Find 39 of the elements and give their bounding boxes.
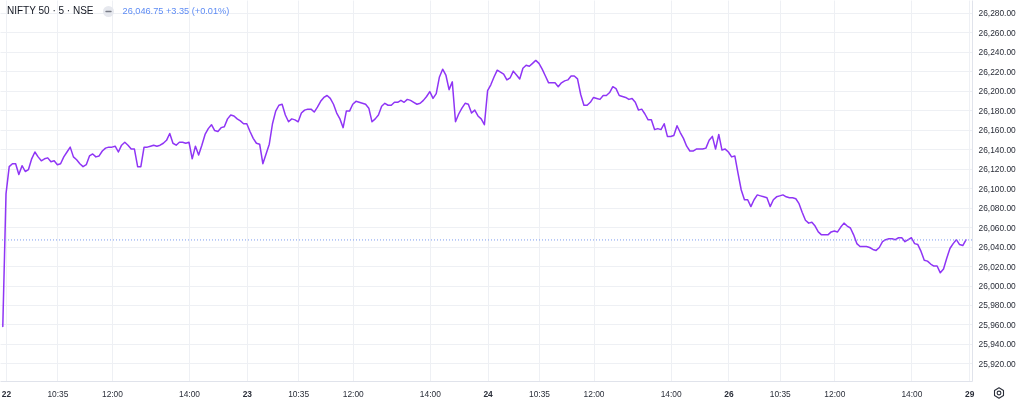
line-series bbox=[2, 59, 967, 328]
y-tick-label: 25,920.00 bbox=[978, 358, 1017, 369]
y-tick-label: 26,040.00 bbox=[978, 242, 1017, 253]
x-tick-label: 12:00 bbox=[101, 388, 124, 399]
x-tick-label: 12:00 bbox=[824, 388, 846, 399]
y-tick-label: 26,000.00 bbox=[978, 281, 1017, 292]
x-tick-label: 14:00 bbox=[660, 388, 682, 399]
y-tick-label: 26,100.00 bbox=[978, 183, 1017, 194]
y-tick-label: 26,240.00 bbox=[978, 47, 1017, 58]
y-tick-label: 26,060.00 bbox=[978, 222, 1017, 233]
x-tick-label: 12:00 bbox=[342, 388, 365, 399]
y-tick-label: 26,220.00 bbox=[978, 66, 1017, 77]
x-tick-label: 14:00 bbox=[419, 388, 442, 399]
x-tick-label: 14:00 bbox=[901, 388, 923, 399]
y-tick-label: 25,960.00 bbox=[978, 319, 1017, 330]
y-tick-label: 26,180.00 bbox=[978, 105, 1017, 116]
x-tick-label: 10:35 bbox=[288, 388, 310, 399]
y-tick-label: 26,260.00 bbox=[978, 27, 1017, 38]
y-tick-label: 26,080.00 bbox=[978, 203, 1017, 214]
y-tick-label: 26,120.00 bbox=[978, 164, 1017, 175]
x-tick-label: 22 bbox=[1, 388, 12, 399]
y-tick-label: 25,980.00 bbox=[978, 300, 1017, 311]
x-tick-label: 24 bbox=[483, 388, 494, 399]
x-tick-label: 12:00 bbox=[583, 388, 605, 399]
text: 26,046.75 +3.35 (+0.01%) bbox=[122, 5, 230, 18]
x-tick-label: 26 bbox=[724, 388, 734, 399]
y-tick-label: 26,160.00 bbox=[978, 125, 1017, 136]
chart-title: NIFTY 50 · 5 · NSE bbox=[7, 4, 94, 18]
y-tick-label: 25,940.00 bbox=[978, 339, 1017, 350]
x-tick-label: 29 bbox=[965, 388, 975, 399]
x-tick-label: 23 bbox=[242, 388, 253, 399]
y-tick-label: 26,280.00 bbox=[978, 8, 1017, 19]
x-tick-label: 10:35 bbox=[47, 388, 69, 399]
x-tick-label: 14:00 bbox=[179, 388, 201, 399]
x-tick-label: 10:35 bbox=[528, 388, 551, 399]
y-tick-label: 26,020.00 bbox=[978, 261, 1017, 272]
y-tick-label: 26,200.00 bbox=[978, 86, 1017, 97]
y-tick-label: 26,140.00 bbox=[978, 144, 1017, 155]
x-tick-label: 10:35 bbox=[769, 388, 792, 399]
